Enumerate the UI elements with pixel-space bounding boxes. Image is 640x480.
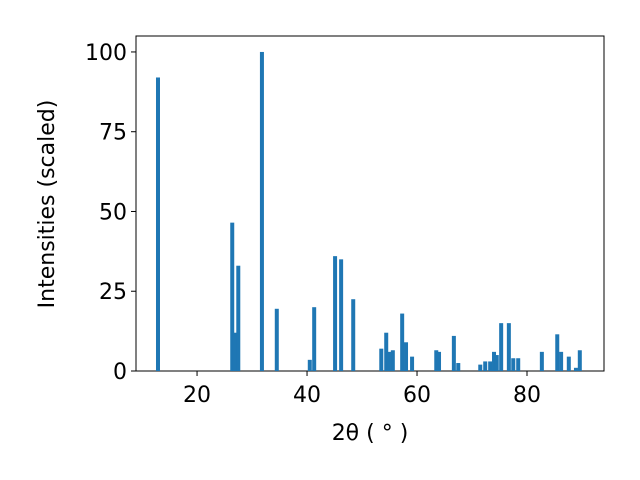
bar: [390, 350, 395, 371]
bar: [539, 351, 544, 371]
bar: [259, 51, 264, 371]
bar: [155, 77, 160, 371]
x-tick-label: 80: [513, 383, 541, 408]
bar: [494, 355, 499, 371]
bar: [511, 358, 516, 371]
bar: [451, 335, 456, 371]
bar: [488, 361, 493, 371]
x-tick-label: 40: [293, 383, 321, 408]
bar: [499, 323, 504, 371]
bar: [492, 351, 497, 371]
bar: [351, 299, 356, 371]
bar: [307, 359, 312, 371]
y-tick-label: 50: [99, 200, 127, 225]
bar: [339, 259, 344, 371]
bar: [516, 358, 521, 371]
bar: [456, 363, 461, 371]
bar: [230, 222, 235, 371]
bar: [577, 350, 582, 371]
bar: [379, 348, 384, 371]
plot-frame: [135, 35, 605, 372]
x-tick-label: 60: [403, 383, 431, 408]
bar: [434, 350, 439, 371]
bar: [404, 342, 409, 371]
y-axis-label: Intensities (scaled): [35, 100, 60, 309]
bar: [506, 323, 511, 371]
bar: [478, 364, 483, 371]
bar: [274, 308, 279, 371]
x-tick-label: 20: [183, 383, 211, 408]
bar: [573, 367, 578, 371]
bar: [386, 351, 391, 371]
bar: [559, 351, 564, 371]
x-axis-label: 2θ ( ° ): [332, 421, 409, 446]
bar: [400, 313, 405, 371]
bar: [483, 361, 488, 371]
bar: [236, 265, 241, 371]
bar: [232, 332, 237, 371]
bar: [384, 332, 389, 371]
bar: [312, 307, 317, 371]
bar: [410, 356, 415, 371]
bar: [437, 351, 442, 371]
bar: [555, 334, 560, 371]
y-tick-label: 75: [99, 121, 127, 146]
bar: [333, 256, 338, 371]
y-tick-label: 25: [99, 280, 127, 305]
y-tick-label: 0: [113, 360, 127, 385]
bar: [566, 356, 571, 371]
y-tick-label: 100: [85, 41, 127, 66]
